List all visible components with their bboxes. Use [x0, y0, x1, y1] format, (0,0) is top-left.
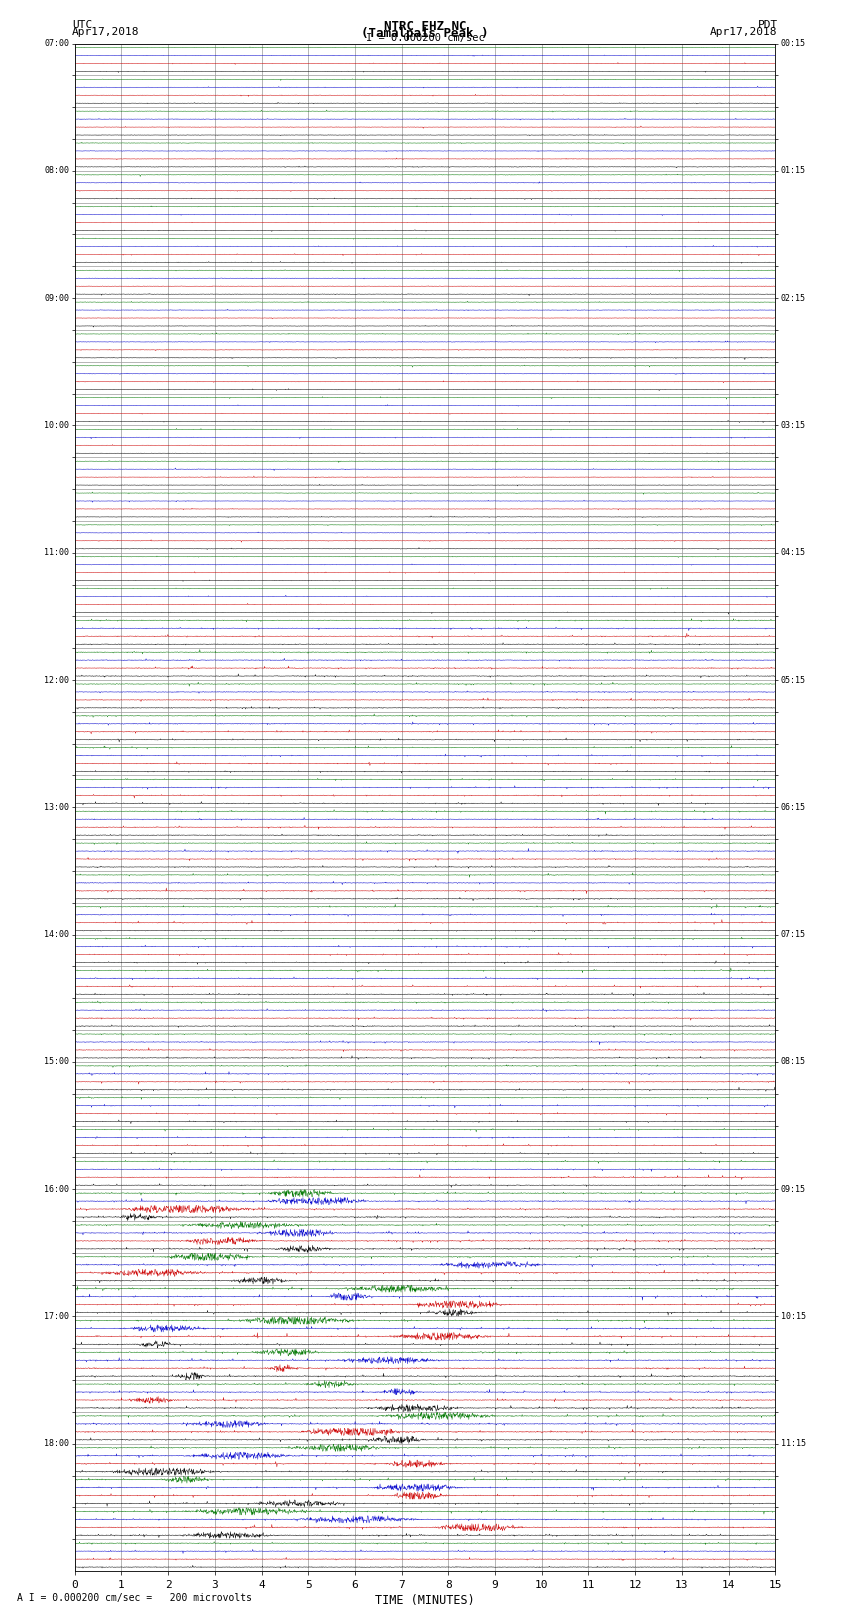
Text: Apr17,2018: Apr17,2018 [711, 26, 778, 37]
Text: PDT: PDT [757, 19, 778, 31]
Text: Apr17,2018: Apr17,2018 [72, 26, 139, 37]
Text: NTRC EHZ NC: NTRC EHZ NC [383, 19, 467, 34]
Text: UTC: UTC [72, 19, 93, 31]
Text: A I = 0.000200 cm/sec =   200 microvolts: A I = 0.000200 cm/sec = 200 microvolts [17, 1594, 252, 1603]
Text: I = 0.000200 cm/sec: I = 0.000200 cm/sec [366, 32, 484, 44]
X-axis label: TIME (MINUTES): TIME (MINUTES) [375, 1594, 475, 1607]
Text: (Tamalpais Peak ): (Tamalpais Peak ) [361, 26, 489, 40]
